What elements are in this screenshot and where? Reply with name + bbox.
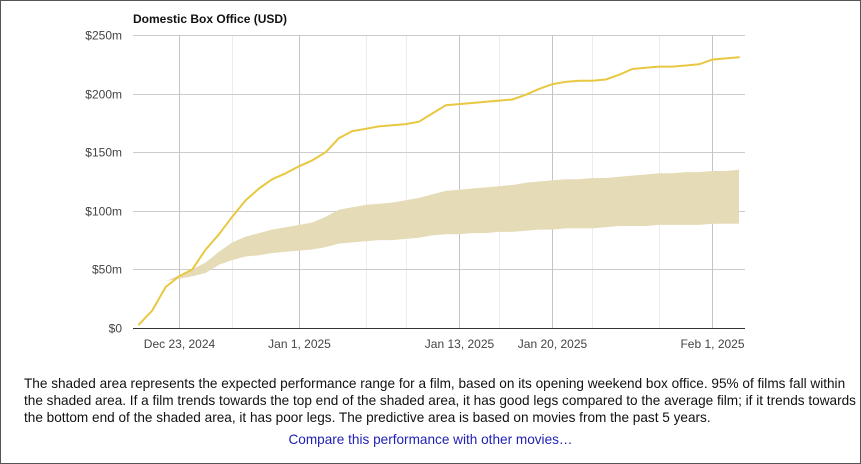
expected-range-band bbox=[165, 169, 739, 282]
chart-caption: The shaded area represents the expected … bbox=[24, 376, 856, 425]
y-tick-label: $150m bbox=[85, 146, 122, 160]
chart-title: Domestic Box Office (USD) bbox=[133, 12, 287, 26]
axis-labels: $0 $50m $100m $150m $200m $250m Dec 23, 2024 Ja… bbox=[85, 29, 745, 352]
y-tick-label: $250m bbox=[85, 29, 122, 43]
x-tick-label: Feb 1, 2025 bbox=[680, 337, 744, 351]
y-tick-label: $100m bbox=[85, 205, 122, 219]
y-tick-label: $200m bbox=[85, 88, 122, 102]
range-band-area bbox=[165, 169, 739, 282]
x-tick-label: Jan 20, 2025 bbox=[518, 337, 588, 351]
x-tick-label: Jan 13, 2025 bbox=[425, 337, 495, 351]
x-tick-label: Dec 23, 2024 bbox=[144, 337, 216, 351]
compare-movies-link[interactable]: Compare this performance with other movi… bbox=[288, 432, 573, 447]
y-tick-label: $0 bbox=[109, 322, 123, 336]
y-tick-label: $50m bbox=[92, 263, 122, 277]
box-office-chart: Domestic Box Office (USD) $0 $50m $100m $15… bbox=[85, 12, 745, 352]
actual-gross-line bbox=[138, 56, 740, 326]
x-tick-label: Jan 1, 2025 bbox=[268, 337, 331, 351]
series-line-actual bbox=[138, 56, 740, 326]
